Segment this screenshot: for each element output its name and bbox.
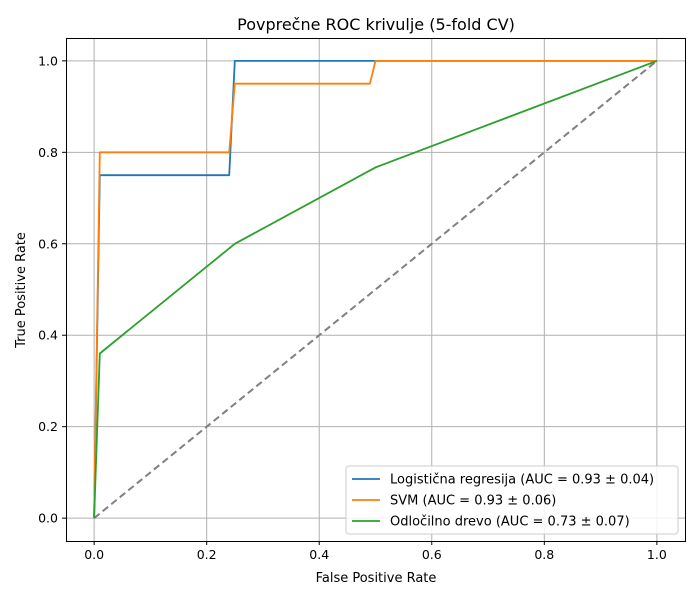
legend-box [345,465,679,535]
legend: Logistična regresija (AUC = 0.93 ± 0.04)… [345,465,679,535]
x-tick-label: 0.4 [309,547,329,562]
plot-area [93,60,658,519]
axes-frame [66,38,686,542]
y-axis-label: True Positive Rate [14,232,29,349]
x-axis-label: False Positive Rate [316,571,437,586]
legend-label-1: Logistična regresija (AUC = 0.93 ± 0.04) [390,473,654,488]
x-tick-label: 0.8 [534,547,554,562]
y-tick-label: 0.8 [38,145,58,160]
y-axis-ticks: 0.0 0.2 0.4 0.6 0.8 1.0 [38,53,66,526]
y-tick-label: 1.0 [38,53,58,68]
x-tick-label: 0.0 [84,547,104,562]
chart-title: Povprečne ROC krivulje (5-fold CV) [237,15,515,34]
legend-label-2: SVM (AUC = 0.93 ± 0.06) [390,494,556,509]
series-line-2 [93,60,657,519]
x-axis-ticks: 0.0 0.2 0.4 0.6 0.8 1.0 [84,541,667,562]
y-tick-label: 0.6 [38,236,58,251]
y-tick-label: 0.4 [38,328,58,343]
x-tick-label: 1.0 [647,547,667,562]
y-tick-label: 0.0 [38,511,58,526]
y-tick-label: 0.2 [38,419,58,434]
legend-label-3: Odločilno drevo (AUC = 0.73 ± 0.07) [390,515,630,530]
x-tick-label: 0.6 [422,547,442,562]
x-tick-label: 0.2 [197,547,217,562]
series-line-3 [93,60,658,519]
